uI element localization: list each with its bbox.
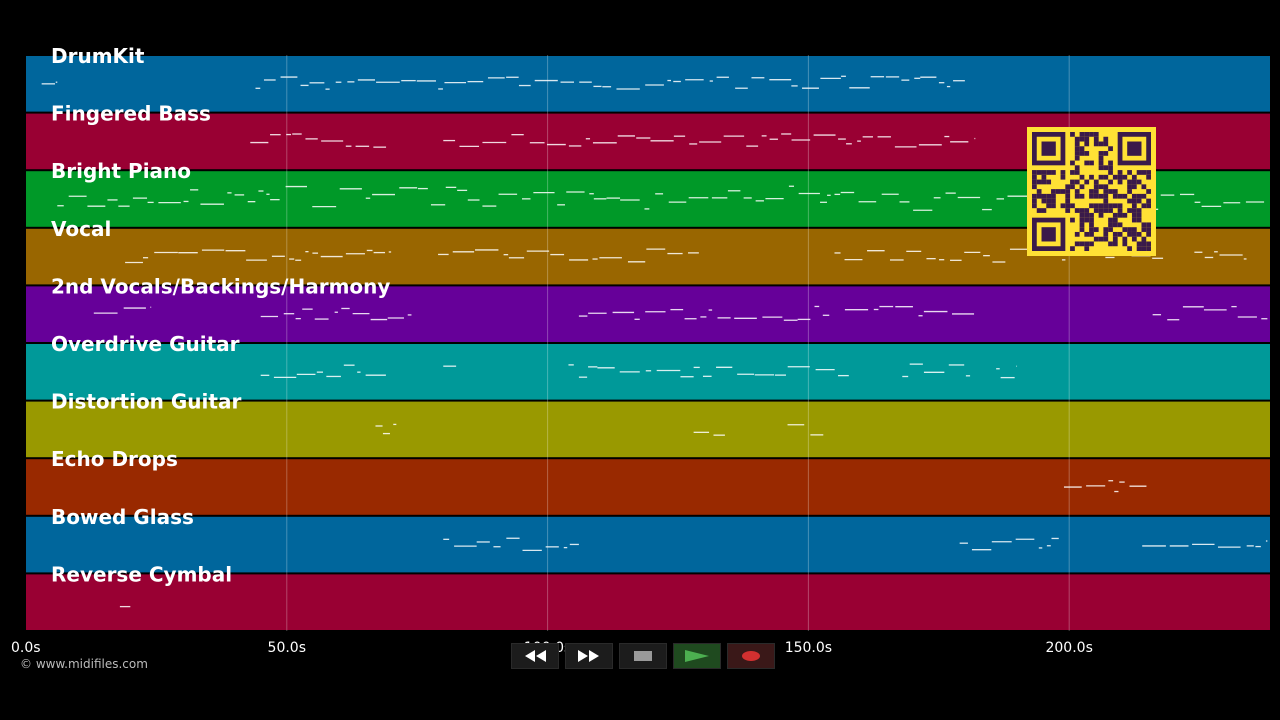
lane-label: Vocal [51, 217, 111, 241]
time-tick-label: 150.0s [785, 640, 832, 656]
lane-8 [26, 459, 1270, 515]
lane-6 [26, 344, 1270, 400]
time-tick-label: 0.0s [11, 640, 41, 656]
stop-button[interactable] [619, 643, 667, 669]
lane-label: Overdrive Guitar [51, 332, 240, 356]
time-tick-label: 200.0s [1045, 640, 1092, 656]
copyright-text: © www.midifiles.com [20, 657, 148, 671]
lane-10 [26, 574, 1270, 630]
lane-label: Fingered Bass [51, 102, 211, 126]
lane-7 [26, 401, 1270, 458]
lane-label: Bright Piano [51, 159, 191, 183]
lane-1 [26, 56, 1270, 112]
stop-icon [634, 651, 652, 661]
rewind-button[interactable] [511, 643, 559, 669]
lane-label: DrumKit [51, 44, 145, 68]
lane-label: Distortion Guitar [51, 390, 241, 414]
time-tick-label: 50.0s [268, 640, 306, 656]
record-button[interactable] [727, 643, 775, 669]
lane-5 [26, 286, 1270, 342]
play-icon [685, 650, 709, 662]
lane-label: Reverse Cymbal [51, 562, 232, 586]
qr-code-icon[interactable] [1027, 127, 1156, 256]
rewind-icon [525, 650, 546, 662]
lane-label: Echo Drops [51, 447, 178, 471]
record-icon [742, 651, 760, 661]
playback-controls [511, 643, 775, 669]
fast-forward-button[interactable] [565, 643, 613, 669]
lane-9 [26, 516, 1270, 573]
lane-label: Bowed Glass [51, 505, 194, 529]
fast-forward-icon [578, 650, 599, 662]
lane-label: 2nd Vocals/Backings/Harmony [51, 274, 390, 298]
play-button[interactable] [673, 643, 721, 669]
